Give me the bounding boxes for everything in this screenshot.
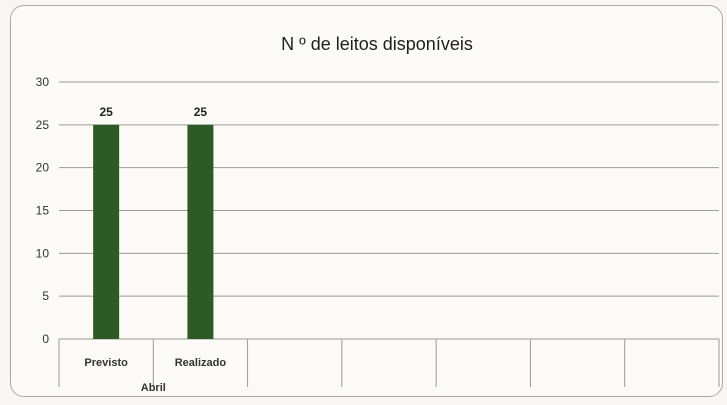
bar: [93, 124, 120, 339]
chart-title: N º de leitos disponíveis: [281, 34, 473, 54]
y-tick-label: 10: [36, 246, 50, 260]
data-label: 25: [99, 105, 113, 119]
category-axis: Previsto Realizado: [58, 339, 720, 387]
y-axis-ticks: 0 5 10 15 20 25 30: [36, 75, 50, 346]
y-tick-label: 5: [42, 289, 49, 303]
y-tick-label: 0: [42, 332, 49, 346]
bars: [93, 124, 214, 339]
y-tick-label: 30: [36, 75, 50, 89]
chart-svg: N º de leitos disponíveis 0 5 10 15 20 25 30 2…: [36, 34, 720, 394]
group-label: Abril: [141, 382, 166, 394]
bar: [187, 124, 214, 339]
chart-frame: N º de leitos disponíveis 0 5 10 15 20 25 30 2…: [10, 5, 723, 397]
y-tick-label: 25: [36, 118, 50, 132]
category-label: Realizado: [175, 357, 227, 369]
data-label: 25: [194, 105, 208, 119]
y-tick-label: 20: [36, 161, 50, 175]
category-label: Previsto: [84, 357, 128, 369]
y-tick-label: 15: [36, 204, 50, 218]
data-labels: 25 25: [99, 105, 207, 119]
grid-lines: [59, 81, 719, 340]
